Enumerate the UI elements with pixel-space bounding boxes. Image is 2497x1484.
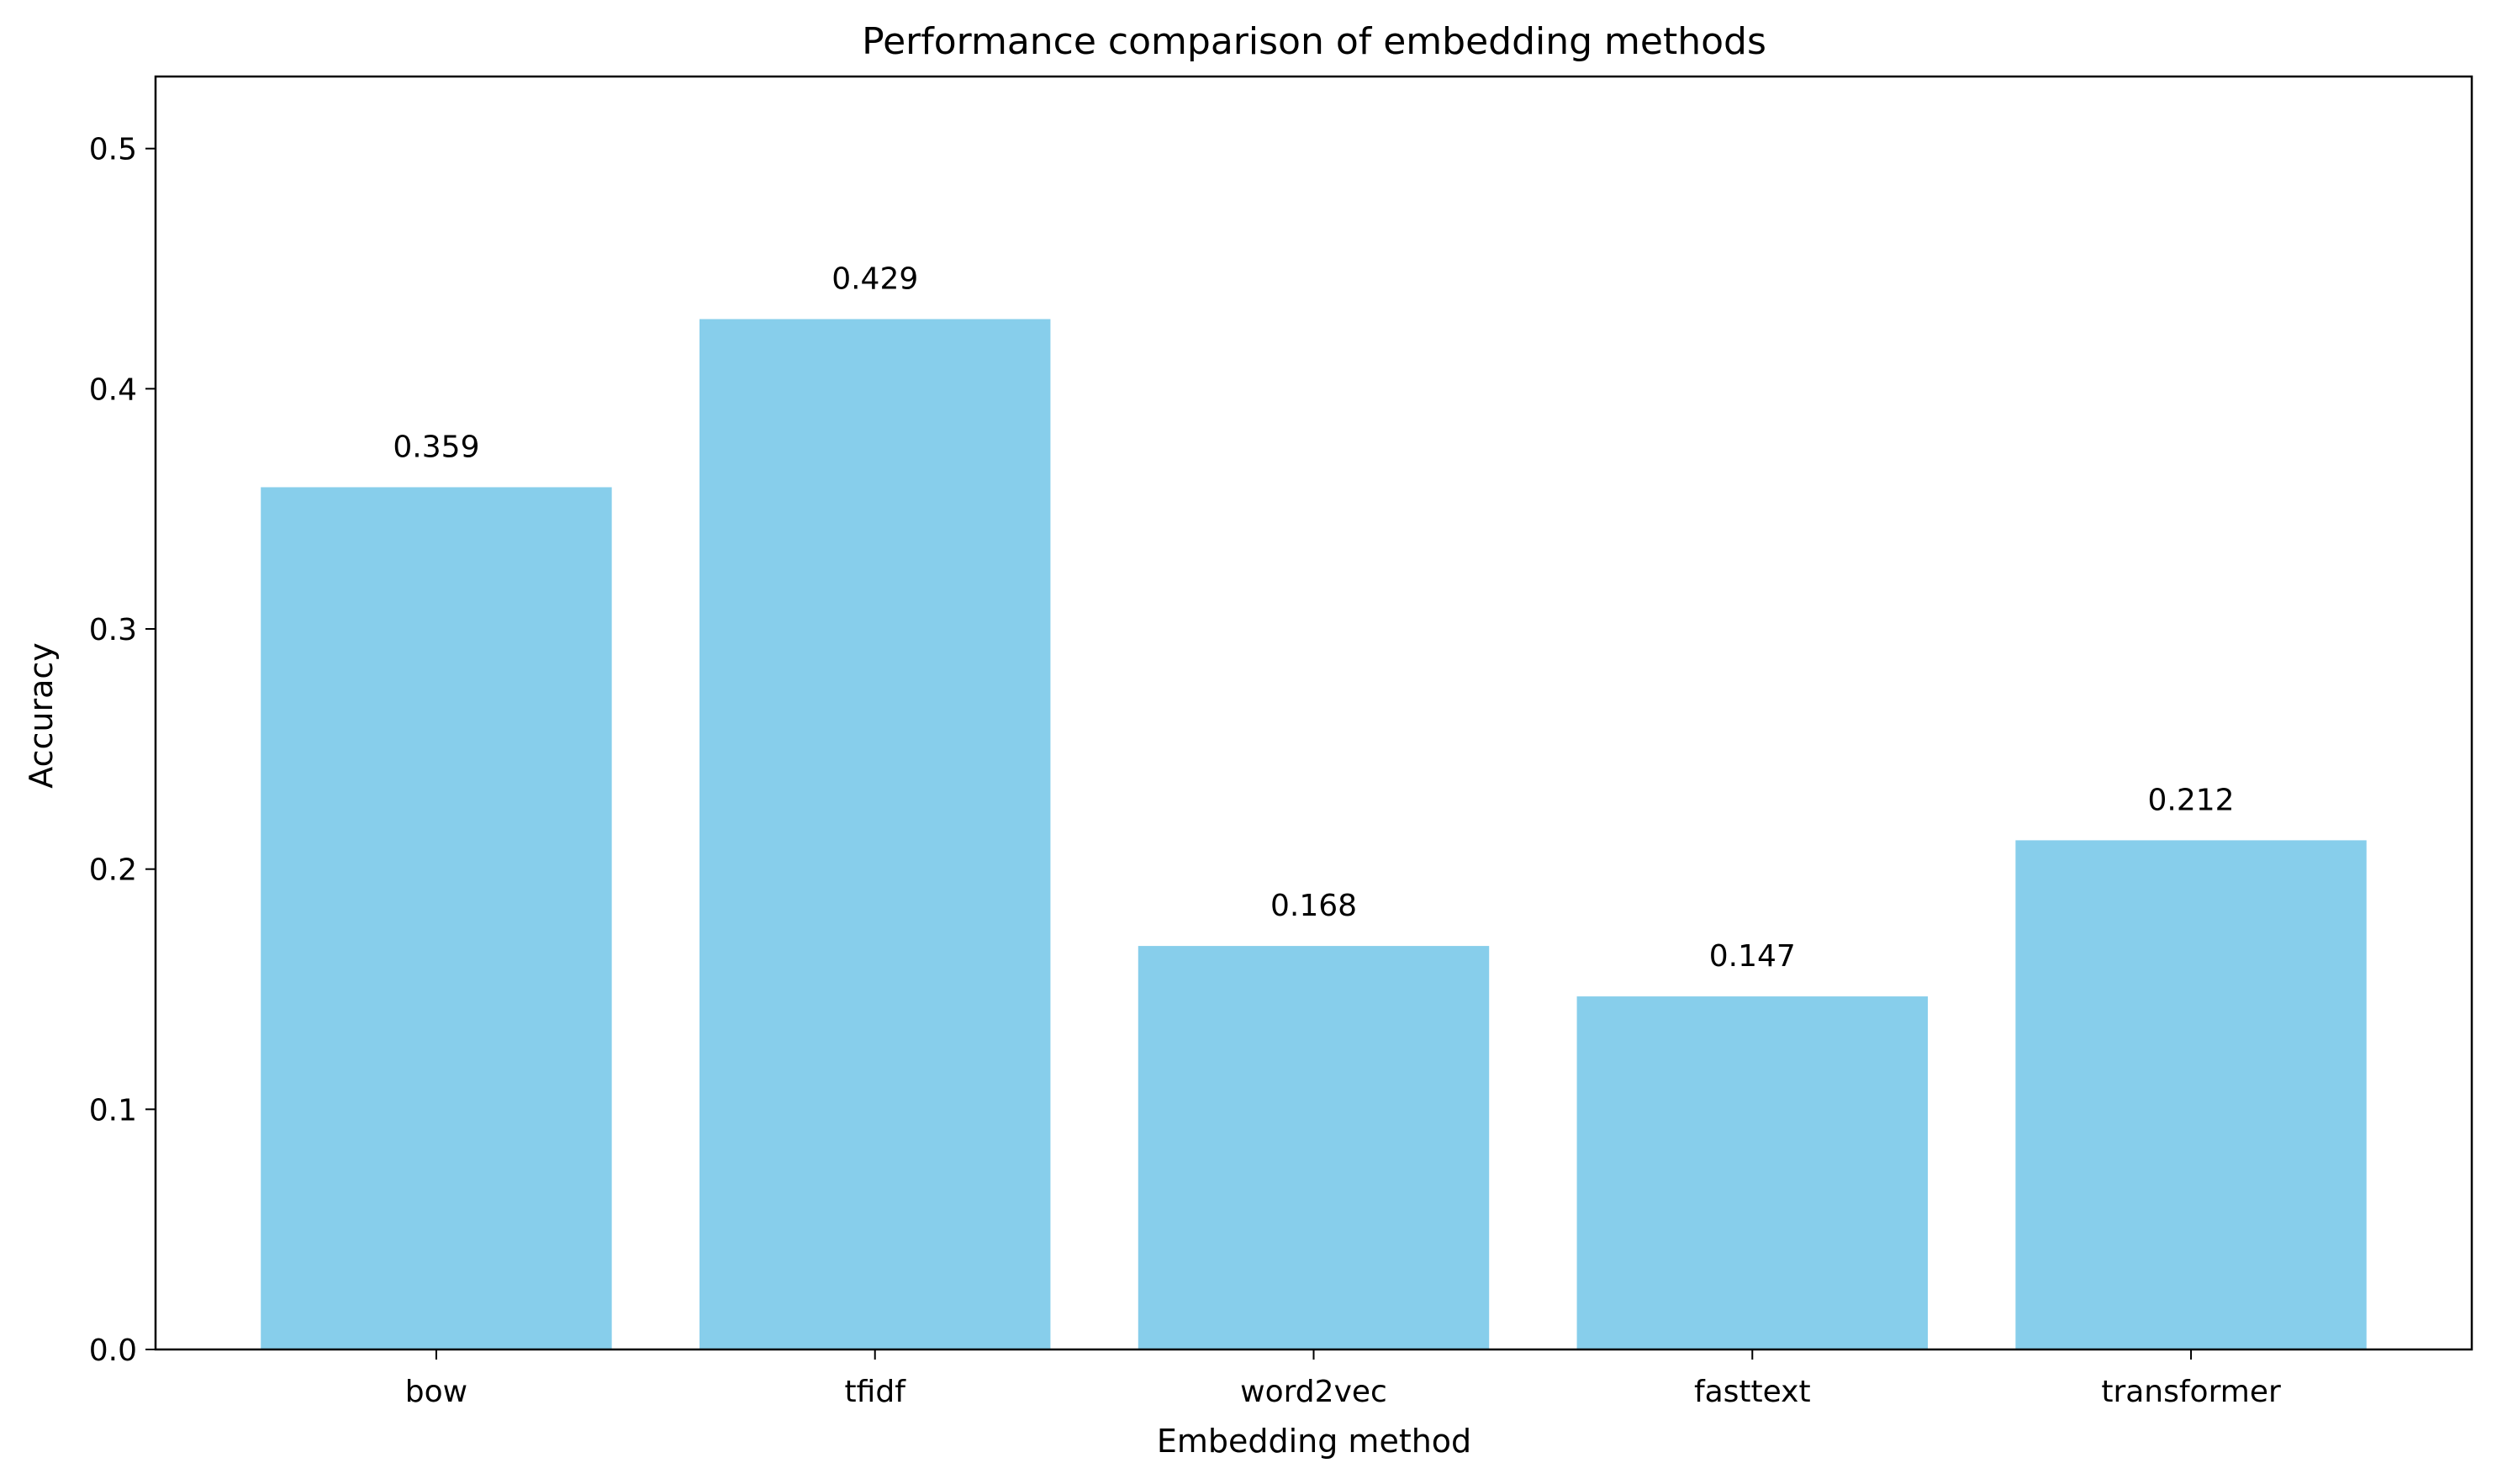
bar-fasttext bbox=[1576, 996, 1928, 1349]
x-tick-label-transformer: transformer bbox=[2101, 1375, 2281, 1409]
value-label-tfidf: 0.429 bbox=[831, 262, 918, 297]
y-tick-label: 0.4 bbox=[89, 372, 137, 407]
x-tick-label-bow: bow bbox=[405, 1375, 467, 1409]
y-tick-label: 0.1 bbox=[89, 1093, 137, 1128]
x-tick-label-word2vec: word2vec bbox=[1240, 1375, 1387, 1409]
value-label-word2vec: 0.168 bbox=[1270, 889, 1357, 923]
y-tick-label: 0.0 bbox=[89, 1333, 137, 1368]
bar-transformer bbox=[2015, 840, 2367, 1349]
x-axis-label: Embedding method bbox=[1157, 1423, 1471, 1460]
bar-word2vec bbox=[1138, 946, 1490, 1349]
y-axis-ticks: 0.0 0.1 0.2 0.3 0.4 0.5 bbox=[89, 133, 156, 1368]
y-axis-label: Accuracy bbox=[23, 642, 60, 789]
y-tick-label: 0.5 bbox=[89, 133, 137, 167]
y-tick-label: 0.3 bbox=[89, 613, 137, 647]
x-tick-label-fasttext: fasttext bbox=[1694, 1375, 1811, 1409]
value-label-fasttext: 0.147 bbox=[1709, 939, 1796, 974]
chart-title: Performance comparison of embedding meth… bbox=[862, 20, 1766, 63]
x-tick-label-tfidf: tfidf bbox=[845, 1375, 907, 1409]
x-axis-ticks: bow tfidf word2vec fasttext transformer bbox=[405, 1349, 2281, 1409]
value-labels-group: 0.359 0.429 0.168 0.147 0.212 bbox=[393, 262, 2234, 974]
y-tick-label: 0.2 bbox=[89, 853, 137, 888]
value-label-bow: 0.359 bbox=[393, 430, 479, 464]
bar-bow bbox=[261, 487, 612, 1349]
value-label-transformer: 0.212 bbox=[2148, 783, 2235, 817]
bar-tfidf bbox=[699, 319, 1051, 1349]
plot-frame bbox=[154, 75, 2473, 1351]
bars-group bbox=[261, 319, 2367, 1349]
